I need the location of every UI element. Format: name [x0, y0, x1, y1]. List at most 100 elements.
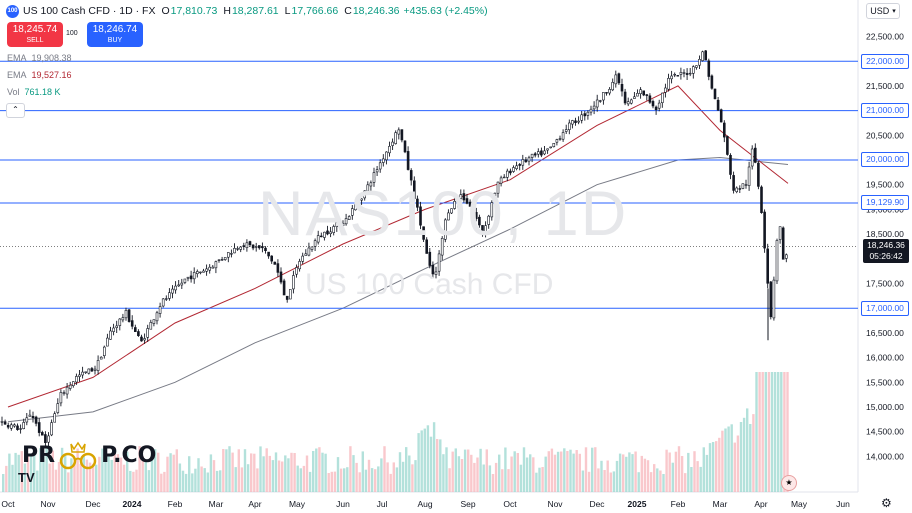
- time-tick-label: Mar: [209, 499, 224, 509]
- candle-body: [496, 181, 500, 194]
- volume-bar: [547, 451, 550, 492]
- level-label-22000[interactable]: 22,000.00: [861, 54, 909, 69]
- level-label-21000[interactable]: 21,000.00: [861, 103, 909, 118]
- volume-bar: [237, 449, 240, 492]
- candle-body: [335, 222, 339, 227]
- volume-bar: [153, 449, 157, 492]
- volume-bar: [761, 372, 764, 492]
- candle-body: [657, 102, 661, 109]
- candle-body: [611, 82, 615, 91]
- ema-long-line: [7, 156, 789, 423]
- volume-bar: [57, 462, 61, 492]
- candle-body: [459, 194, 463, 199]
- candle-body: [400, 129, 404, 141]
- volume-bar: [132, 471, 135, 492]
- volume-bar: [147, 470, 151, 492]
- volume-bar: [284, 455, 287, 492]
- symbol-header[interactable]: 100 US 100 Cash CFD · 1D · FX O 17,810.73…: [6, 3, 488, 19]
- candle-body: [329, 231, 332, 234]
- volume-bar: [780, 372, 783, 492]
- time-tick-label: Oct: [503, 499, 517, 509]
- candle-body: [406, 151, 410, 170]
- volume-bar: [293, 453, 296, 492]
- volume-bar: [11, 464, 14, 492]
- volume-bar: [479, 448, 482, 492]
- time-tick-label: Oct: [1, 499, 15, 509]
- volume-bar: [144, 461, 147, 492]
- candle-body: [264, 247, 267, 252]
- price-tick-label: 17,500.00: [866, 279, 904, 289]
- candle-body: [81, 371, 84, 376]
- candle-body: [214, 261, 218, 269]
- volume-bar: [346, 467, 349, 492]
- candle-body: [750, 148, 754, 167]
- volume-bar: [715, 441, 718, 492]
- candle-body: [450, 208, 453, 214]
- candle-body: [636, 93, 639, 97]
- volume-bar: [572, 453, 575, 492]
- candle-body: [769, 281, 773, 318]
- indicator-volume[interactable]: Vol 761.18 K: [7, 87, 61, 97]
- indicator-ema-long[interactable]: EMA 19,908.38: [7, 53, 72, 63]
- candle-body: [592, 105, 596, 110]
- symbol-title[interactable]: US 100 Cash CFD · 1D · FX: [23, 5, 156, 17]
- candle-body: [502, 176, 506, 179]
- currency-select[interactable]: USD ▾: [866, 3, 900, 19]
- volume-bar: [160, 473, 163, 492]
- volume-bar: [36, 470, 39, 492]
- candle-body: [549, 146, 553, 149]
- volume-bar: [333, 471, 337, 492]
- volume-bar: [212, 460, 216, 492]
- candle-body: [211, 266, 215, 269]
- volume-bar: [569, 449, 572, 492]
- level-label-17000[interactable]: 17,000.00: [861, 301, 909, 316]
- spread-value: 100: [66, 30, 78, 37]
- volume-bar: [259, 446, 262, 492]
- volume-bar: [708, 443, 712, 492]
- gear-icon[interactable]: ⚙: [881, 496, 892, 510]
- time-tick-label: Apr: [248, 499, 261, 509]
- volume-bar: [113, 447, 116, 492]
- volume-bar: [556, 451, 560, 492]
- candle-body: [251, 244, 255, 249]
- candle-body: [561, 132, 565, 140]
- candle-body: [589, 108, 593, 113]
- buy-button[interactable]: 18,246.74 BUY: [87, 22, 143, 47]
- volume-bar: [519, 464, 523, 492]
- volume-bar: [5, 465, 8, 492]
- indicator-value: 19,527.16: [31, 70, 72, 80]
- candle-body: [512, 167, 515, 172]
- candle-body: [127, 309, 131, 322]
- candle-body: [388, 146, 391, 154]
- price-tick-label: 22,500.00: [866, 32, 904, 42]
- candle-body: [313, 240, 317, 247]
- volume-bar: [746, 408, 749, 492]
- tradingview-logo[interactable]: TV: [18, 470, 35, 485]
- candle-body: [84, 371, 87, 373]
- candle-body: [484, 225, 487, 235]
- level-label-19129[interactable]: 19,129.90: [861, 195, 909, 210]
- level-label-20000[interactable]: 20,000.00: [861, 152, 909, 167]
- volume-bar: [265, 448, 268, 492]
- price-tick-label: 21,500.00: [866, 81, 904, 91]
- candle-body: [316, 235, 320, 243]
- candle-body: [87, 368, 91, 374]
- candle-body: [369, 182, 373, 187]
- volume-bar: [662, 474, 665, 492]
- volume-bar: [451, 451, 454, 492]
- sell-button[interactable]: 18,245.74 SELL: [7, 22, 63, 47]
- collapse-indicators-button[interactable]: ⌃: [6, 103, 25, 118]
- candle-body: [509, 170, 512, 174]
- candle-body: [660, 92, 664, 103]
- volume-bar: [42, 456, 45, 492]
- us-flag-icon[interactable]: ★: [781, 475, 797, 491]
- volume-bars: [2, 372, 789, 492]
- candle-body: [354, 204, 357, 211]
- candle-body: [391, 141, 394, 146]
- candle-body: [103, 346, 106, 357]
- volume-bar: [532, 457, 535, 492]
- indicator-ema-short[interactable]: EMA 19,527.16: [7, 70, 72, 80]
- candle-body: [580, 114, 584, 121]
- volume-bar: [420, 430, 423, 492]
